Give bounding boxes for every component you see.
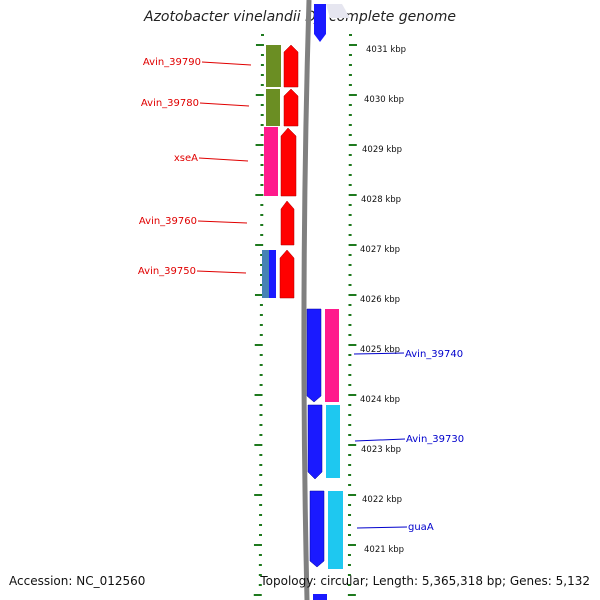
kbp-label: 4027 kbp [360, 245, 400, 255]
gene-arrow-xsea [280, 127, 297, 197]
right-category-blocks [325, 309, 343, 569]
leader-line-avin-39750 [196, 270, 247, 274]
gene-label-guaa: guaA [408, 522, 434, 533]
gene-label-avin-39780: Avin_39780 [141, 98, 199, 109]
gene-label-avin-39750: Avin_39750 [138, 266, 196, 277]
left-gene-labels: Avin_39790 Avin_39780 xseA Avin_39760 Av… [138, 57, 252, 277]
kbp-label: 4030 kbp [364, 95, 404, 105]
gene-label-avin-39740: Avin_39740 [405, 349, 463, 360]
kbp-label: 4028 kbp [361, 195, 401, 205]
genome-info-label: Topology: circular; Length: 5,365,318 bp… [260, 574, 590, 588]
kbp-label: 4025 kbp [360, 345, 400, 355]
block-magenta-xsea [264, 127, 278, 196]
gene-label-avin-39760: Avin_39760 [139, 216, 197, 227]
kbp-label: 4026 kbp [360, 295, 400, 305]
leader-line-avin-39730 [354, 438, 406, 442]
feature-fade-top [326, 4, 350, 18]
gene-arrow-guaa [309, 490, 325, 568]
accession-label: Accession: NC_012560 [9, 574, 146, 588]
leader-line-avin-39760 [197, 220, 248, 224]
right-gene-labels: Avin_39740 Avin_39730 guaA [353, 349, 464, 533]
gene-label-avin-39730: Avin_39730 [406, 434, 464, 445]
leader-line-avin-39780 [199, 102, 250, 107]
gene-label-avin-39790: Avin_39790 [143, 57, 201, 68]
block-blue-avin-39750 [269, 250, 276, 298]
block-cyan-avin-39730 [326, 405, 340, 478]
kbp-label: 4021 kbp [364, 545, 404, 555]
gene-arrow-avin-39760 [280, 200, 295, 246]
genome-title: Azotobacter vinelandii DJ, complete geno… [144, 9, 456, 25]
block-cyan-guaa [328, 491, 343, 569]
tick-marks-left [253, 34, 264, 596]
left-category-blocks [262, 45, 281, 298]
kbp-label: 4029 kbp [362, 145, 402, 155]
minus-strand-genes [279, 44, 299, 299]
block-olive-avin-39790 [266, 45, 281, 87]
kbp-scale-labels: 4031 kbp 4030 kbp 4029 kbp 4028 kbp 4027… [360, 45, 406, 555]
genome-backbone [301, 0, 312, 600]
gene-label-xsea: xseA [174, 153, 198, 164]
tick-marks-right [347, 34, 357, 596]
gene-arrow-avin-39740 [306, 308, 322, 403]
feature-blue-top [314, 4, 326, 42]
kbp-label: 4031 kbp [366, 45, 406, 55]
leader-line-avin-39740 [353, 352, 405, 355]
gene-arrow-avin-39790 [283, 44, 299, 88]
leader-line-xsea [198, 157, 249, 162]
gene-arrow-avin-39750 [279, 249, 295, 299]
kbp-label: 4023 kbp [361, 445, 401, 455]
plus-strand-genes [306, 308, 327, 600]
leader-line-guaa [356, 526, 408, 529]
gene-arrow-avin-39730 [307, 404, 323, 480]
leader-line-avin-39790 [201, 61, 252, 66]
kbp-label: 4022 kbp [362, 495, 402, 505]
block-olive-avin-39780 [266, 89, 280, 126]
block-magenta-avin-39740 [325, 309, 339, 402]
block-steel-avin-39750 [262, 250, 269, 298]
kbp-label: 4024 kbp [360, 395, 400, 405]
gene-arrow-bottom-partial [313, 594, 327, 600]
gene-arrow-avin-39780 [283, 88, 299, 127]
